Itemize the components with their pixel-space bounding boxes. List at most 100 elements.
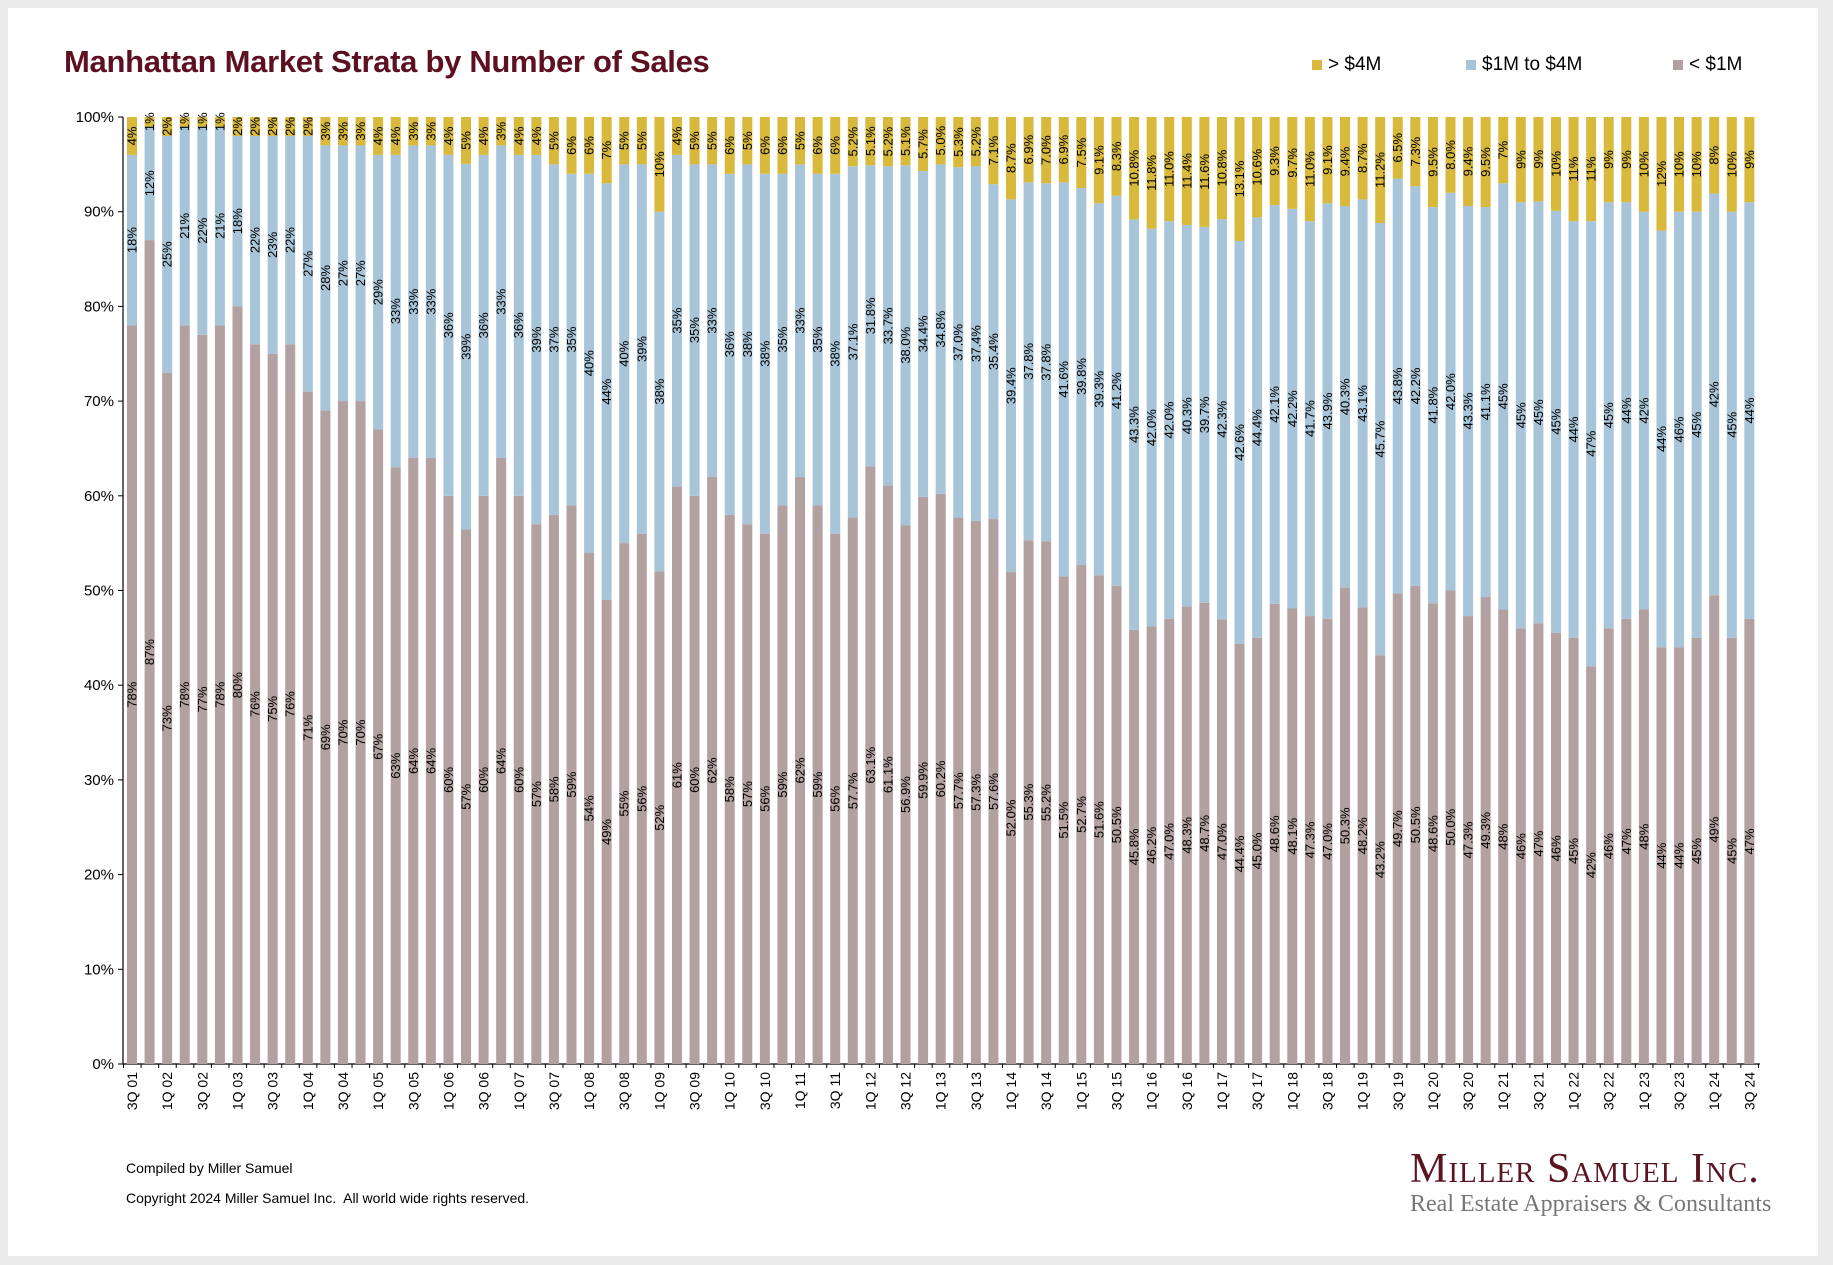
bar-segment-1m-to-4m [1726, 211, 1737, 638]
data-label-over-4m: 5% [459, 131, 474, 150]
bar-segment-1m-to-4m [1216, 219, 1227, 620]
data-label-1m-to-4m: 39% [634, 336, 649, 362]
data-label-1m-to-4m: 42% [1707, 381, 1722, 407]
bar-segment-1m-to-4m [1498, 183, 1509, 610]
x-tick-label: 3Q 07 [546, 1072, 562, 1110]
bar-segment-under-1m [1445, 590, 1456, 1064]
bar-segment-1m-to-4m [636, 164, 647, 534]
data-label-1m-to-4m: 44% [1566, 416, 1581, 442]
data-label-under-1m: 48% [1496, 823, 1511, 849]
data-label-under-1m: 60% [476, 766, 491, 792]
data-label-over-4m: 7% [1496, 140, 1511, 159]
data-label-over-4m: 10.8% [1214, 149, 1229, 186]
bar-segment-1m-to-4m [1445, 192, 1456, 591]
data-label-1m-to-4m: 43.9% [1320, 392, 1335, 429]
bar-segment-over-4m [1568, 117, 1579, 222]
bar-segment-under-1m [1674, 647, 1685, 1064]
data-label-over-4m: 5.7% [916, 129, 931, 159]
bar-segment-1m-to-4m [847, 166, 858, 518]
bar-segment-over-4m [1480, 117, 1491, 208]
x-tick-label: 3Q 11 [827, 1072, 843, 1109]
bar-segment-1m-to-4m [1199, 226, 1210, 603]
data-label-under-1m: 49.7% [1390, 810, 1405, 847]
bar-segment-under-1m [601, 599, 612, 1064]
data-label-1m-to-4m: 34.4% [916, 315, 931, 352]
legend-label: $1M to $4M [1482, 54, 1583, 75]
bar-segment-over-4m [1111, 117, 1122, 196]
data-label-under-1m: 59% [775, 771, 790, 797]
bar-segment-over-4m [1006, 117, 1016, 200]
data-label-over-4m: 4% [371, 126, 386, 145]
data-label-1m-to-4m: 35% [810, 326, 825, 352]
bar-segment-1m-to-4m [390, 154, 401, 468]
bar-segment-under-1m [654, 571, 665, 1064]
data-label-over-4m: 5% [793, 131, 808, 150]
data-label-under-1m: 52.0% [1004, 799, 1019, 836]
data-label-over-4m: 1% [177, 112, 192, 131]
data-label-1m-to-4m: 22% [248, 227, 263, 253]
bar-segment-over-4m [513, 117, 524, 155]
bar-segment-1m-to-4m [900, 165, 911, 526]
bar-segment-over-4m [1515, 117, 1526, 203]
data-label-1m-to-4m: 42.6% [1232, 424, 1247, 461]
bar-segment-1m-to-4m [1691, 211, 1702, 638]
data-label-under-1m: 64% [423, 748, 438, 774]
data-label-under-1m: 87% [142, 639, 157, 665]
bar-segment-over-4m [654, 117, 665, 212]
legend-swatch [1312, 60, 1322, 70]
data-label-over-4m: 4% [476, 126, 491, 145]
data-label-under-1m: 46% [1513, 833, 1528, 859]
bar-segment-over-4m [232, 117, 243, 136]
bar-segment-under-1m [390, 467, 401, 1064]
data-label-1m-to-4m: 29% [371, 279, 386, 305]
data-label-over-4m: 5.2% [845, 126, 860, 156]
data-label-over-4m: 4% [511, 126, 526, 145]
data-label-1m-to-4m: 36% [441, 312, 456, 338]
bar-segment-1m-to-4m [777, 173, 788, 506]
data-label-over-4m: 2% [160, 117, 175, 136]
bar-segment-under-1m [1744, 618, 1755, 1064]
data-label-1m-to-4m: 21% [177, 212, 192, 238]
data-label-under-1m: 60% [687, 766, 702, 792]
bar-segment-over-4m [250, 117, 261, 136]
logo-tagline: Real Estate Appraisers & Consultants [1410, 1191, 1772, 1217]
data-label-over-4m: 3% [335, 121, 350, 140]
data-label-over-4m: 10% [1672, 151, 1687, 177]
data-label-over-4m: 3% [494, 121, 509, 140]
data-label-over-4m: 9.4% [1461, 146, 1476, 176]
data-label-under-1m: 46.2% [1144, 826, 1159, 863]
data-label-1m-to-4m: 43.8% [1390, 367, 1405, 404]
bar-segment-over-4m [619, 117, 630, 165]
bar-segment-1m-to-4m [1357, 199, 1368, 608]
bar-segment-1m-to-4m [1269, 205, 1280, 604]
x-tick-label: 3Q 03 [265, 1072, 281, 1110]
bar-segment-1m-to-4m [320, 145, 331, 411]
bar-segment-1m-to-4m [214, 126, 225, 326]
data-label-1m-to-4m: 45% [1513, 402, 1528, 428]
x-tick-label: 3Q 24 [1741, 1072, 1757, 1110]
bar-segment-1m-to-4m [1023, 182, 1034, 541]
bar-segment-under-1m [1252, 637, 1263, 1064]
bar-segment-1m-to-4m [759, 173, 770, 534]
bar-segment-over-4m [1533, 117, 1544, 202]
data-label-over-4m: 8.0% [1443, 140, 1458, 170]
bar-segment-over-4m [707, 117, 718, 165]
bar-segment-1m-to-4m [1463, 206, 1474, 617]
data-label-under-1m: 55.3% [1021, 783, 1036, 820]
x-tick-label: 3Q 22 [1601, 1072, 1617, 1110]
data-label-1m-to-4m: 34.8% [933, 310, 948, 347]
data-label-under-1m: 70% [353, 719, 368, 745]
data-label-1m-to-4m: 45% [1548, 408, 1563, 434]
bar-segment-under-1m [1586, 666, 1597, 1064]
bar-segment-under-1m [408, 457, 419, 1064]
data-label-1m-to-4m: 45.7% [1373, 420, 1388, 457]
bar-segment-under-1m [1463, 616, 1474, 1064]
bar-segment-1m-to-4m [1392, 178, 1403, 594]
bar-segment-1m-to-4m [742, 164, 753, 525]
bar-segment-over-4m [355, 117, 366, 146]
bar-segment-1m-to-4m [1427, 207, 1438, 604]
data-label-under-1m: 76% [283, 691, 298, 717]
bar-segment-over-4m [1322, 117, 1333, 204]
x-tick-label: 3Q 15 [1108, 1072, 1124, 1110]
